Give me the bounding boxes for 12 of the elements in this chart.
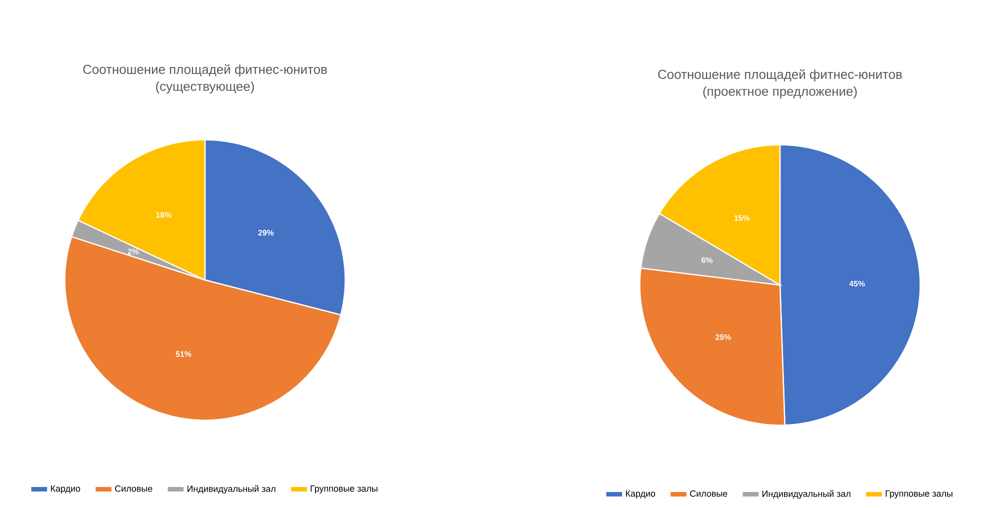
legend-label: Групповые залы [310, 485, 378, 494]
chart-title: Соотношение площадей фитнес-юнитов [658, 69, 902, 82]
legend-label: Индивидуальный зал [188, 485, 276, 494]
chart-title: Соотношение площадей фитнес-юнитов [83, 64, 327, 77]
legend-label: Кардио [51, 485, 80, 494]
legend-label: Силовые [115, 485, 152, 492]
chart-subtitle: (существующее) [156, 81, 254, 94]
legend-label: Групповые залы [886, 490, 952, 498]
legend-label: Силовые [690, 490, 728, 497]
legend-label: Кардио [626, 490, 656, 498]
chart-subtitle: (проектное предложение) [703, 86, 857, 98]
legend-label: Индивидуальный зал [762, 490, 850, 499]
